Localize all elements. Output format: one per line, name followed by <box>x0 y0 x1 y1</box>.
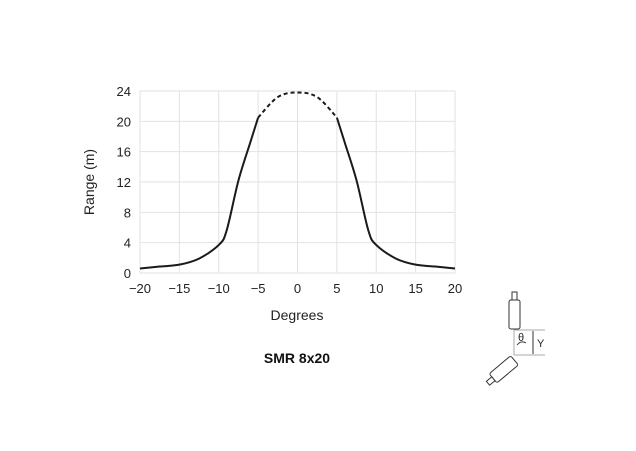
y-tick-label: 20 <box>117 114 131 129</box>
x-tick-label: 10 <box>369 281 383 296</box>
x-tick-label: −20 <box>129 281 151 296</box>
y-tick-label: 0 <box>124 266 131 281</box>
y-tick-label: 12 <box>117 175 131 190</box>
sensor-top-body <box>508 299 521 330</box>
chart-title: SMR 8x20 <box>264 350 330 366</box>
sensor-diagram-icon <box>485 291 545 386</box>
y-tick-label: 24 <box>117 84 131 99</box>
x-tick-labels: −20 −15 −10 −5 0 5 10 15 20 <box>129 281 462 296</box>
x-axis-label: Degrees <box>271 307 324 323</box>
x-tick-label: 20 <box>448 281 462 296</box>
distance-label: Y <box>537 338 545 350</box>
y-tick-label: 4 <box>124 236 131 251</box>
x-tick-label: −10 <box>208 281 230 296</box>
y-tick-labels: 0 4 8 12 16 20 24 <box>117 84 131 281</box>
x-tick-label: 0 <box>294 281 301 296</box>
y-tick-label: 16 <box>117 145 131 160</box>
x-tick-label: −15 <box>168 281 190 296</box>
sensor-top-connector <box>511 291 518 301</box>
series-line-dashed-1 <box>257 91 338 119</box>
y-tick-label: 8 <box>124 205 131 220</box>
x-tick-label: −5 <box>251 281 266 296</box>
series-lines <box>139 91 456 270</box>
y-axis-label: Range (m) <box>81 149 97 215</box>
angle-label: θ <box>518 332 524 344</box>
sensor-bottom-connector <box>485 376 496 386</box>
x-tick-label: 5 <box>333 281 340 296</box>
x-tick-label: 15 <box>408 281 422 296</box>
series-line-solid-2 <box>335 117 456 270</box>
series-line-solid-0 <box>139 117 260 270</box>
grid <box>139 90 456 274</box>
